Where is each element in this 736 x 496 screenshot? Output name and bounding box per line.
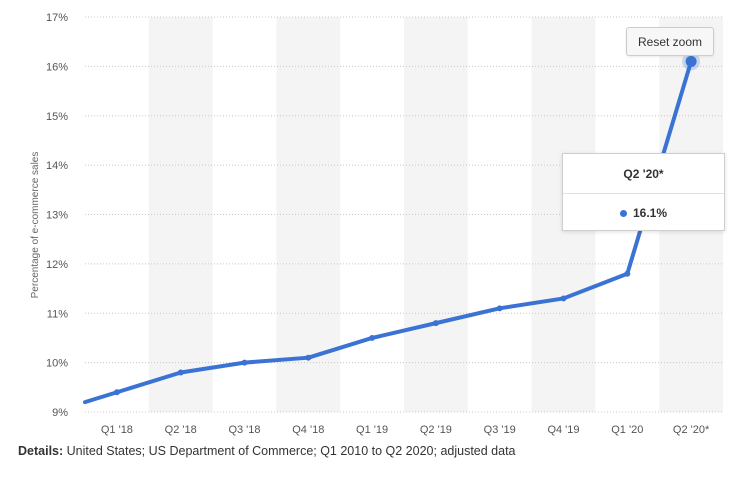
data-point: [305, 354, 312, 361]
details-footer: Details: United States; US Department of…: [18, 444, 516, 458]
data-point: [560, 295, 567, 302]
x-tick-label: Q3 '19: [484, 424, 516, 436]
data-point: [685, 55, 697, 67]
tooltip-body: 16.1%: [563, 194, 724, 232]
tooltip-value: 16.1%: [632, 206, 668, 220]
details-label: Details:: [18, 444, 64, 458]
x-tick-label: Q2 '19: [420, 424, 452, 436]
x-tick-label: Q4 '19: [547, 424, 579, 436]
y-tick-label: 10%: [46, 358, 68, 370]
x-tick-label: Q1 '18: [101, 424, 133, 436]
y-tick-label: 11%: [47, 308, 68, 320]
column-band: [404, 17, 468, 412]
data-point: [624, 270, 631, 277]
data-point: [496, 305, 503, 312]
data-point: [241, 359, 248, 366]
y-tick-label: 17%: [46, 12, 68, 24]
y-tick-label: 14%: [46, 160, 68, 172]
data-point: [113, 389, 120, 396]
x-tick-label: Q1 '19: [356, 424, 388, 436]
data-points: [113, 52, 701, 396]
y-tick-label: 15%: [46, 111, 68, 123]
y-axis-label: Percentage of e-commerce sales: [30, 152, 41, 299]
y-tick-label: 12%: [46, 259, 68, 271]
x-tick-label: Q2 '20*: [673, 424, 710, 436]
series-dot-icon: [619, 209, 627, 217]
y-tick-label: 13%: [46, 210, 68, 222]
x-tick-label: Q4 '18: [292, 424, 324, 436]
data-point: [432, 320, 439, 327]
x-tick-label: Q2 '18: [165, 424, 197, 436]
tooltip-title: Q2 '20*: [563, 154, 724, 194]
column-band: [276, 17, 341, 412]
y-axis-ticks: 9% 10% 11% 12% 13% 14% 15% 16% 17%: [46, 12, 68, 419]
tooltip: Q2 '20* 16.1%: [562, 153, 725, 231]
y-tick-label: 16%: [46, 61, 68, 73]
reset-zoom-button[interactable]: Reset zoom: [626, 27, 714, 56]
column-band: [148, 17, 213, 412]
x-axis-ticks: Q1 '18 Q2 '18 Q3 '18 Q4 '18 Q1 '19 Q2 '19 Q3 '…: [101, 424, 710, 436]
x-tick-label: Q3 '18: [228, 424, 260, 436]
x-tick-label: Q1 '20: [611, 424, 643, 436]
y-tick-label: 9%: [52, 407, 68, 419]
details-text: United States; US Department of Commerce…: [66, 444, 516, 458]
data-point: [177, 369, 184, 376]
data-point: [369, 334, 376, 341]
